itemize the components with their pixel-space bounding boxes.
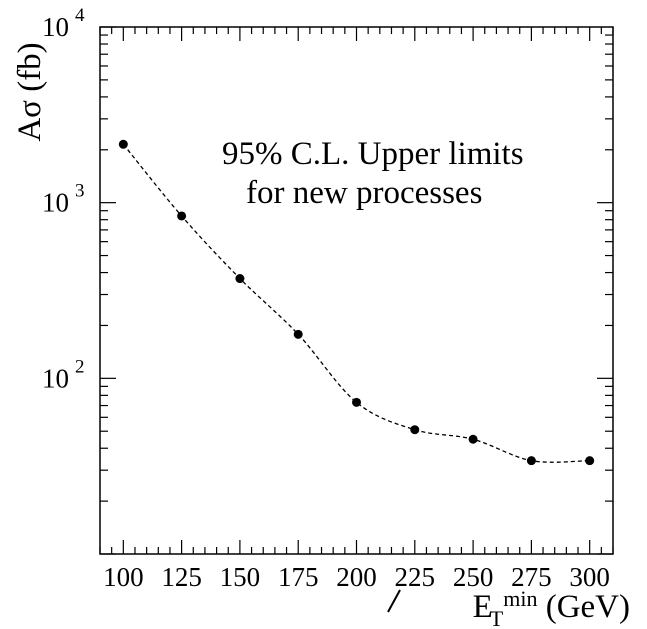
x-axis-title-subscript: T: [490, 606, 504, 629]
plot-frame: [100, 27, 613, 554]
y-axis-ticks: [100, 27, 613, 554]
x-tick-label: 225: [395, 562, 436, 592]
x-tick-label: 175: [278, 562, 319, 592]
plot-border: [100, 27, 613, 554]
x-tick-label: 300: [569, 562, 610, 592]
x-tick-label: 150: [220, 562, 261, 592]
data-point: [410, 425, 419, 434]
x-axis-title-superscript: min: [503, 586, 537, 611]
data-point: [119, 140, 128, 149]
data-point: [469, 435, 478, 444]
data-point: [235, 274, 244, 283]
y-axis-title: Aσ (fb): [12, 42, 48, 141]
y-tick-label: 10 3: [42, 181, 85, 218]
data-point: [177, 211, 186, 220]
y-tick-label: 10 2: [42, 356, 85, 393]
annotation-line-2: for new processes: [246, 175, 482, 211]
x-tick-label: 200: [336, 562, 377, 592]
x-tick-label: 250: [453, 562, 494, 592]
x-axis-ticks: [100, 27, 613, 554]
data-point: [294, 330, 303, 339]
data-point: [527, 456, 536, 465]
annotation-line-1: 95% C.L. Upper limits: [222, 136, 524, 172]
x-axis-title-unit: (GeV): [537, 589, 630, 625]
x-tick-label: 100: [103, 562, 144, 592]
x-axis-title-slash: [388, 590, 400, 612]
x-axis-title: ETmin (GeV): [473, 586, 630, 629]
x-tick-label: 125: [161, 562, 202, 592]
data-point: [585, 456, 594, 465]
data-point: [352, 398, 361, 407]
y-tick-label: 10 4: [42, 5, 85, 42]
